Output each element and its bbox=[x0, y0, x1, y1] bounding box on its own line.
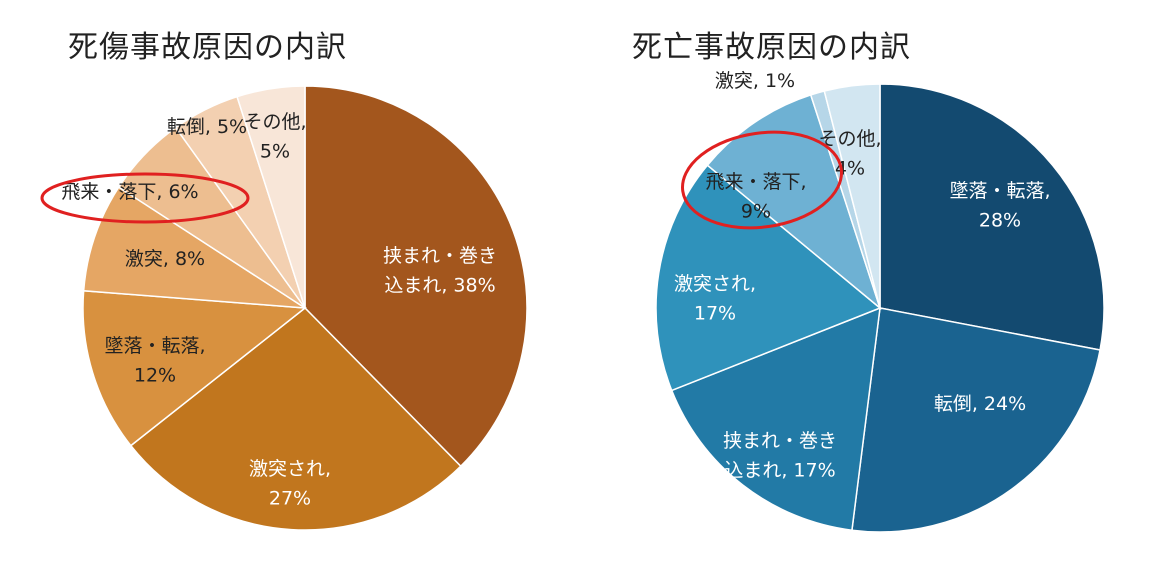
pie0-slice-label-1: 激突され, 27% bbox=[249, 458, 331, 509]
pie0-slice-6 bbox=[236, 85, 306, 309]
pie0-slice-label-2: 墜落・転落, 12% bbox=[104, 335, 205, 386]
pie0-slice-2 bbox=[82, 289, 307, 447]
pie1-slice-label-5: 激突, 1% bbox=[715, 70, 795, 92]
pie1-slice-2 bbox=[670, 306, 881, 532]
pie1-slice-0 bbox=[879, 83, 1105, 351]
right-pie-chart: 墜落・転落, 28% 転倒, 24% 挟まれ・巻き込まれ, 17% 激突され, 17% 飛来… bbox=[655, 70, 1105, 533]
pie1-slice-label-3: 激突され, 17% bbox=[674, 273, 756, 324]
pie1-slice-4 bbox=[706, 94, 882, 311]
pie0-slice-label-6: その他, 5% bbox=[243, 111, 306, 162]
left-chart-title: 死傷事故原因の内訳 bbox=[68, 30, 347, 65]
pie1-slice-label-4: 飛来・落下, 9% bbox=[705, 171, 806, 222]
left-pie-chart: 挟まれ・巻き込まれ, 38% 激突され, 27% 墜落・転落, 12% 激突, 8% 飛来・… bbox=[40, 85, 528, 531]
pie1-slice-label-1: 転倒, 24% bbox=[934, 393, 1026, 415]
pie1-slice-1 bbox=[851, 307, 1101, 533]
pie1-slice-6 bbox=[823, 83, 881, 309]
pie0-slice-label-4: 飛来・落下, 6% bbox=[61, 181, 198, 203]
right-chart-title: 死亡事故原因の内訳 bbox=[632, 30, 911, 65]
pie0-slice-3 bbox=[82, 186, 306, 309]
pie1-slice-label-0: 墜落・転落, 28% bbox=[949, 180, 1050, 231]
pie0-slice-label-0: 挟まれ・巻き込まれ, 38% bbox=[383, 245, 497, 296]
pie1-slice-label-2: 挟まれ・巻き込まれ, 17% bbox=[723, 430, 837, 481]
pie0-slice-label-5: 転倒, 5% bbox=[167, 116, 247, 138]
pie1-highlight-ellipse bbox=[681, 130, 843, 230]
pie0-slice-label-3: 激突, 8% bbox=[125, 248, 205, 270]
pie0-slice-1 bbox=[129, 306, 462, 531]
pie0-slice-0 bbox=[304, 85, 528, 468]
pie0-highlight-ellipse bbox=[40, 172, 250, 224]
